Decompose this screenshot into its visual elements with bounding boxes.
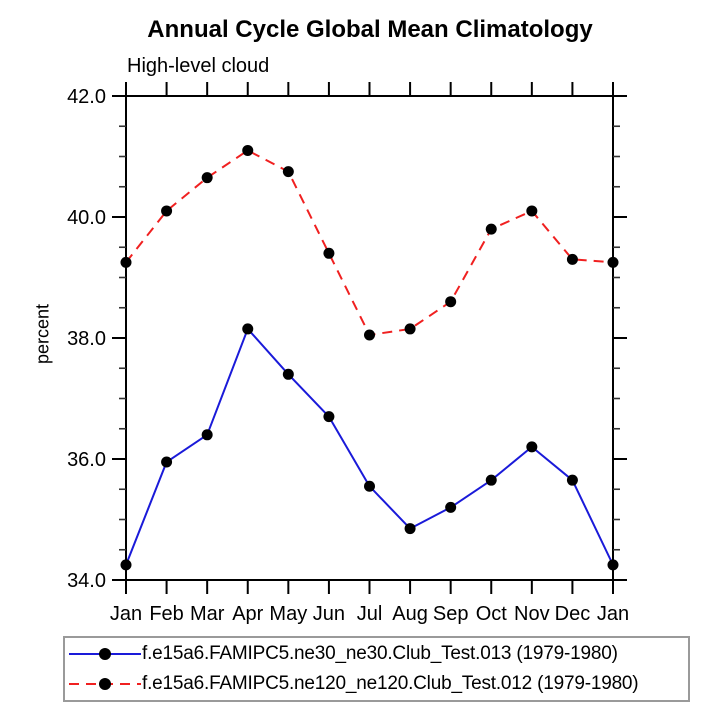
data-point	[242, 144, 254, 156]
data-point	[526, 441, 538, 453]
data-point	[201, 429, 213, 441]
chart-subtitle: High-level cloud	[127, 55, 270, 77]
data-point	[485, 223, 497, 235]
x-tick-label: Oct	[476, 603, 508, 625]
data-point	[161, 456, 173, 468]
x-tick-label: Nov	[514, 603, 550, 625]
y-tick-label: 36.0	[67, 449, 106, 471]
data-point	[445, 501, 457, 513]
legend-label: f.e15a6.FAMIPC5.ne30_ne30.Club_Test.013 …	[142, 643, 618, 664]
data-point	[526, 205, 538, 217]
data-point	[566, 474, 578, 486]
x-tick-label: Jan	[597, 603, 629, 625]
data-point	[120, 256, 132, 268]
y-tick-label: 40.0	[67, 207, 106, 229]
legend-item: f.e15a6.FAMIPC5.ne30_ne30.Club_Test.013 …	[65, 639, 688, 669]
y-tick-label: 34.0	[67, 570, 106, 592]
y-tick-label: 42.0	[67, 86, 106, 108]
data-point	[607, 559, 619, 571]
x-tick-label: Sep	[433, 603, 469, 625]
series-line	[125, 327, 614, 566]
data-point	[566, 253, 578, 265]
x-tick-label: Feb	[149, 603, 183, 625]
data-point	[201, 172, 213, 184]
legend-item: f.e15a6.FAMIPC5.ne120_ne120.Club_Test.01…	[65, 669, 688, 699]
x-tick-label: Mar	[190, 603, 225, 625]
x-tick-label: Apr	[232, 603, 263, 625]
data-point	[120, 559, 132, 571]
plot-area: Jan Feb Mar Apr May Jun Jul Aug Sep Oct Nov Dec Jan3…	[67, 82, 629, 625]
x-tick-label: Aug	[392, 603, 428, 625]
data-point	[404, 323, 416, 335]
series-line	[125, 149, 614, 336]
y-tick-label: 38.0	[67, 328, 106, 350]
x-tick-label: May	[269, 603, 307, 625]
x-tick-label: Dec	[555, 603, 591, 625]
legend-marker	[99, 648, 111, 660]
data-point	[404, 523, 416, 535]
x-tick-label: Jul	[357, 603, 383, 625]
legend-marker	[99, 678, 111, 690]
legend-line-sample	[69, 648, 141, 660]
data-point	[242, 323, 254, 335]
data-point	[323, 411, 335, 423]
data-point	[161, 205, 173, 217]
x-tick-label: Jan	[110, 603, 142, 625]
data-point	[445, 296, 457, 308]
data-point	[364, 480, 375, 492]
data-point	[282, 368, 294, 380]
legend-label: f.e15a6.FAMIPC5.ne120_ne120.Club_Test.01…	[142, 673, 639, 694]
legend-line-sample	[69, 678, 141, 690]
data-point	[323, 247, 335, 259]
data-point	[607, 256, 619, 268]
data-point	[364, 329, 375, 341]
legend-box: f.e15a6.FAMIPC5.ne30_ne30.Club_Test.013 …	[63, 636, 690, 702]
chart-title: Annual Cycle Global Mean Climatology	[147, 16, 593, 43]
x-tick-label: Jun	[313, 603, 345, 625]
data-point	[485, 474, 497, 486]
data-point	[282, 166, 294, 178]
